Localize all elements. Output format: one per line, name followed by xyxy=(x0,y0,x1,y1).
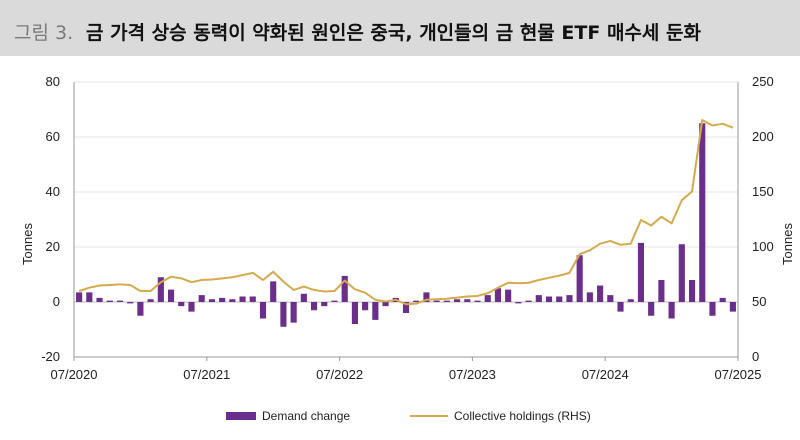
demand-change-bars xyxy=(76,123,736,327)
demand-change-bar xyxy=(484,295,491,303)
demand-change-bar xyxy=(474,300,481,303)
demand-change-bar xyxy=(178,302,185,307)
legend-demand-change-label: Demand change xyxy=(262,409,350,423)
demand-change-bar xyxy=(413,300,420,303)
demand-change-bar xyxy=(106,300,113,303)
y-tick-label-left: 0 xyxy=(53,294,60,309)
demand-change-bar xyxy=(249,296,256,302)
demand-change-bar xyxy=(188,302,195,312)
demand-change-bar xyxy=(617,302,624,312)
demand-change-bar xyxy=(362,302,369,311)
figure-title: 금 가격 상승 동력이 약화된 원인은 중국, 개인들의 금 현물 ETF 매수… xyxy=(86,22,701,44)
x-tick-label: 07/2024 xyxy=(582,367,629,382)
demand-change-bar xyxy=(678,244,685,302)
figure-header: 그림 3. 금 가격 상승 동력이 약화된 원인은 중국, 개인들의 금 현물 … xyxy=(0,0,800,56)
demand-change-bar xyxy=(280,302,287,327)
y-axis-left-title: Tonnes xyxy=(20,223,35,265)
demand-change-bar xyxy=(709,302,716,316)
holdings-line-layer xyxy=(78,118,734,306)
demand-change-bar xyxy=(433,300,440,303)
demand-change-bar xyxy=(147,299,154,302)
demand-change-bar xyxy=(341,275,348,303)
demand-change-bar xyxy=(96,297,103,303)
demand-change-bar xyxy=(311,302,318,311)
demand-change-bar xyxy=(300,293,307,302)
y-tick-label-right: 50 xyxy=(752,294,766,309)
y-tick-label-right: 100 xyxy=(752,239,774,254)
demand-change-bar xyxy=(566,295,573,303)
demand-change-bar xyxy=(505,289,512,303)
demand-change-bar xyxy=(290,302,297,323)
demand-change-bar xyxy=(688,280,696,302)
demand-change-bar xyxy=(259,302,267,319)
legend: Demand change Collective holdings (RHS) xyxy=(226,409,591,423)
demand-change-bar xyxy=(137,302,144,316)
demand-change-bar xyxy=(464,299,471,302)
x-tick-label: 07/2023 xyxy=(449,367,496,382)
legend-holdings-label: Collective holdings (RHS) xyxy=(454,409,591,423)
y-tick-label-left: 40 xyxy=(46,184,60,199)
axes xyxy=(73,82,739,361)
demand-change-bar xyxy=(597,285,604,302)
x-tick-label: 07/2022 xyxy=(316,367,363,382)
demand-change-bar xyxy=(729,302,736,312)
demand-change-bar xyxy=(321,302,328,307)
demand-change-bar xyxy=(331,300,338,303)
demand-change-bar xyxy=(167,289,175,303)
demand-change-bar xyxy=(556,296,563,302)
demand-change-bar xyxy=(229,299,236,302)
x-tick-label: 07/2020 xyxy=(51,367,98,382)
demand-change-bar xyxy=(545,296,553,302)
demand-change-bar xyxy=(239,296,246,302)
demand-change-bar xyxy=(219,297,226,303)
demand-change-bar xyxy=(443,300,450,303)
demand-change-bar xyxy=(494,288,501,302)
demand-change-bar xyxy=(454,299,461,302)
demand-change-bar xyxy=(525,300,532,303)
y-tick-label-left: 60 xyxy=(46,129,60,144)
demand-change-bar xyxy=(198,295,205,303)
demand-change-bar xyxy=(648,302,655,316)
demand-change-bar xyxy=(658,280,665,302)
y-tick-label-right: 200 xyxy=(752,129,774,144)
demand-change-bar xyxy=(76,292,83,303)
y-tick-label-left: -20 xyxy=(41,349,60,364)
y-tick-label-left: 20 xyxy=(46,239,60,254)
demand-change-bar xyxy=(515,302,522,304)
demand-change-bar xyxy=(208,299,215,302)
y-tick-label-right: 0 xyxy=(752,349,759,364)
y-axis-right-title: Tonnes xyxy=(780,223,795,265)
gold-demand-chart: -20 0 20 40 60 80 0 50 100 150 200 250 07/2020 07/202… xyxy=(20,74,795,423)
demand-change-bar xyxy=(627,299,634,302)
demand-change-bar xyxy=(116,300,124,303)
x-tick-label: 07/2025 xyxy=(715,367,762,382)
y-tick-label-right: 150 xyxy=(752,184,774,199)
demand-change-bar xyxy=(382,302,389,307)
demand-change-bar xyxy=(127,302,134,304)
demand-change-bar xyxy=(402,302,410,313)
demand-change-bar xyxy=(157,277,164,302)
y-tick-label-right: 250 xyxy=(752,74,774,89)
gridlines xyxy=(74,81,738,358)
demand-change-bar xyxy=(351,302,358,324)
demand-change-bar xyxy=(86,292,93,303)
demand-change-bar xyxy=(535,295,542,303)
tick-labels: -20 0 20 40 60 80 0 50 100 150 200 250 07/2020 07/202… xyxy=(41,74,774,382)
demand-change-bar xyxy=(372,302,379,320)
demand-change-bar xyxy=(607,295,614,303)
demand-change-bar xyxy=(270,281,277,303)
demand-change-bar xyxy=(586,292,593,303)
x-tick-label: 07/2021 xyxy=(183,367,230,382)
demand-change-bar xyxy=(637,242,645,303)
legend-bar-swatch xyxy=(226,412,256,420)
figure-label: 그림 3. xyxy=(14,22,74,44)
demand-change-bar xyxy=(699,123,706,302)
demand-change-bar xyxy=(719,297,726,303)
collective-holdings-line xyxy=(78,118,734,306)
y-tick-label-left: 80 xyxy=(46,74,60,89)
demand-change-bar xyxy=(423,292,430,303)
demand-change-bar xyxy=(668,302,675,319)
demand-change-bar xyxy=(576,255,583,302)
